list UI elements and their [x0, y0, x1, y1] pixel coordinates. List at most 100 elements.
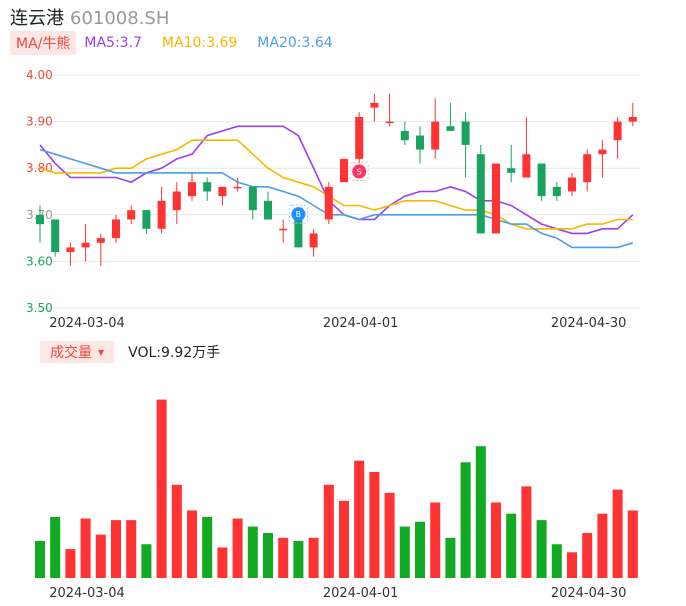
x-tick-label: 2024-03-04: [49, 316, 125, 331]
volume-bar: [65, 549, 76, 578]
candle-body: [400, 130, 409, 141]
stock-title: 连云港 601008.SH: [10, 4, 169, 30]
stock-name: 连云港: [10, 8, 64, 29]
volume-toggle-label: 成交量: [50, 345, 92, 361]
candle-body: [218, 186, 227, 197]
volume-bar: [247, 526, 258, 578]
volume-bar: [141, 544, 152, 578]
candle-body: [264, 200, 272, 220]
candle-body: [51, 219, 60, 253]
sell-marker-frame: [349, 162, 369, 182]
y-tick-label: 3.80: [26, 161, 53, 175]
candle-body: [81, 242, 90, 248]
ma20-label: MA20:3.64: [257, 35, 333, 51]
candle-body: [416, 135, 424, 150]
candle-body: [96, 238, 105, 243]
candle-body: [522, 154, 531, 178]
volume-bar: [460, 462, 471, 578]
stock-code: 601008.SH: [70, 8, 170, 29]
volume-legend-bar: 成交量 ▼ VOL:9.92万手: [40, 341, 220, 363]
candle-body: [340, 158, 348, 183]
volume-bar: [627, 510, 638, 578]
volume-bar: [308, 537, 319, 578]
volume-bar: [384, 492, 395, 578]
volume-bar: [35, 541, 45, 578]
candle-body: [370, 102, 379, 108]
candle-body: [142, 210, 151, 229]
volume-bar: [521, 486, 532, 578]
ma-toggle-button[interactable]: MA/牛熊: [10, 31, 77, 55]
candle-body: [355, 116, 364, 159]
candle-body: [537, 163, 546, 197]
candle-body: [172, 191, 181, 211]
x-tick-label: 2024-04-01: [323, 316, 399, 331]
volume-bar: [111, 520, 121, 578]
y-tick-label: 3.60: [26, 254, 53, 268]
volume-toggle-button[interactable]: 成交量 ▼: [40, 341, 115, 363]
candle-body: [294, 219, 303, 248]
volume-bar: [430, 502, 441, 578]
candle-body: [157, 200, 166, 229]
x-tick-label: 2024-04-30: [551, 316, 627, 331]
candle-body: [431, 121, 440, 150]
volume-bar: [323, 484, 334, 578]
volume-value: VOL:9.92万手: [128, 345, 221, 361]
candle-body: [507, 168, 516, 173]
volume-bar: [415, 521, 425, 578]
caret-down-icon: ▼: [98, 347, 105, 357]
volume-x-tick-label: 2024-04-01: [323, 586, 399, 601]
volume-bar: [187, 510, 197, 578]
volume-bar: [445, 537, 456, 578]
candle-body: [583, 154, 592, 183]
volume-bar: [232, 518, 243, 578]
volume-x-tick-label: 2024-03-04: [49, 586, 125, 601]
volume-bar: [399, 526, 410, 578]
volume-bar: [612, 489, 623, 578]
candle-body: [628, 116, 637, 122]
candle-body: [552, 186, 561, 197]
volume-x-tick-label: 2024-04-30: [551, 586, 627, 601]
volume-bar: [95, 534, 106, 578]
candle-body: [203, 182, 212, 192]
candle-body: [127, 210, 136, 220]
volume-bar: [506, 513, 517, 578]
volume-bar: [80, 518, 91, 578]
volume-bar: [217, 547, 228, 578]
candle-body: [324, 186, 333, 220]
volume-bar: [475, 446, 486, 578]
volume-bar: [491, 502, 501, 578]
buy-marker: [291, 207, 306, 222]
candle-body: [476, 154, 485, 234]
volume-bar: [278, 537, 289, 578]
sell-marker: [352, 164, 367, 179]
ma5-line: [39, 125, 634, 235]
volume-bar: [536, 520, 547, 578]
candle-body: [233, 186, 242, 189]
volume-bar: [567, 552, 577, 578]
volume-bar: [369, 471, 380, 578]
volume-bar: [293, 541, 304, 578]
candle-body: [248, 186, 257, 211]
y-tick-label: 3.90: [26, 115, 53, 129]
sell-marker-label: S: [357, 168, 362, 177]
candle-body: [279, 228, 288, 231]
buy-marker-frame: [288, 204, 308, 224]
candle-body: [446, 126, 455, 131]
candle-body: [188, 182, 196, 197]
volume-bar: [339, 500, 349, 578]
volume-bar: [597, 513, 608, 578]
candle-body: [309, 233, 318, 248]
ma5-label: MA5:3.7: [84, 35, 142, 51]
volume-bar: [263, 533, 273, 578]
ma20-line: [39, 148, 634, 249]
buy-marker-label: B: [296, 210, 302, 219]
y-tick-label: 4.00: [26, 68, 53, 82]
volume-bar: [202, 516, 213, 578]
volume-bar: [50, 516, 61, 578]
y-tick-label: 3.50: [26, 301, 53, 315]
candle-body: [36, 214, 44, 225]
candle-body: [461, 121, 470, 145]
volume-bar: [354, 460, 365, 578]
candle-body: [568, 177, 576, 192]
